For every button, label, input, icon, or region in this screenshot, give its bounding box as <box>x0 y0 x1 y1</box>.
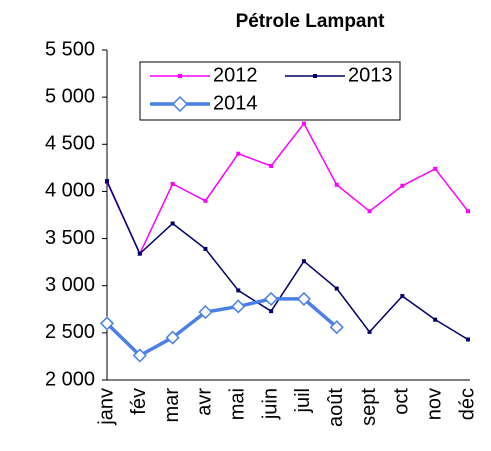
data-point <box>170 181 175 186</box>
data-point <box>466 209 470 214</box>
x-tick-label: juil <box>292 388 314 413</box>
y-tick-label: 3 500 <box>45 227 95 249</box>
x-tick-label: déc <box>456 388 478 420</box>
legend-marker <box>171 95 189 113</box>
y-tick-label: 5 500 <box>45 38 95 60</box>
y-tick-label: 2 000 <box>45 368 95 390</box>
x-tick-label: mai <box>227 388 249 420</box>
data-point <box>269 163 274 168</box>
legend-label: 2014 <box>213 92 258 114</box>
data-point <box>334 182 339 187</box>
series-line <box>106 180 469 341</box>
x-tick-label: oct <box>391 388 413 415</box>
data-point <box>367 209 372 214</box>
legend-marker <box>313 74 317 78</box>
x-tick-label: mar <box>161 388 183 423</box>
series-line <box>106 122 469 256</box>
y-tick-label: 4 000 <box>45 180 95 202</box>
chart-title: Pétrole Lampant <box>236 11 386 32</box>
legend <box>139 61 401 121</box>
data-point <box>264 291 279 306</box>
x-tick-label: fév <box>128 388 150 415</box>
data-point <box>400 183 405 188</box>
y-tick-label: 4 500 <box>45 133 95 155</box>
x-tick-label: sept <box>358 388 380 426</box>
data-point <box>301 259 306 264</box>
data-point <box>165 330 180 345</box>
data-point <box>269 309 274 314</box>
x-tick-label: janv <box>95 388 117 426</box>
data-point <box>400 294 405 299</box>
data-point <box>170 221 175 226</box>
data-point <box>433 317 438 322</box>
data-point <box>137 251 142 256</box>
data-point <box>198 305 213 320</box>
legend-label: 2012 <box>213 64 258 86</box>
data-point <box>231 299 246 314</box>
data-point <box>329 320 344 335</box>
data-point <box>296 291 311 306</box>
y-tick-label: 2 500 <box>45 321 95 343</box>
data-point <box>367 329 372 334</box>
x-tick-label: juin <box>259 388 281 420</box>
data-point <box>466 337 470 342</box>
data-point <box>105 179 109 184</box>
legend-marker <box>178 74 182 78</box>
data-point <box>203 246 208 251</box>
data-point <box>433 166 438 171</box>
data-point <box>334 286 339 291</box>
legend-label: 2013 <box>348 64 393 86</box>
data-point <box>236 288 241 293</box>
data-point <box>236 151 241 156</box>
x-tick-label: août <box>325 388 347 427</box>
x-tick-label: avr <box>194 388 216 416</box>
data-point <box>301 121 306 126</box>
data-point <box>132 348 147 363</box>
data-point <box>99 316 115 331</box>
data-point <box>203 198 208 203</box>
y-tick-label: 5 000 <box>45 85 95 107</box>
y-tick-label: 3 000 <box>45 274 95 296</box>
x-tick-label: nov <box>423 388 445 420</box>
series-line <box>105 297 338 358</box>
